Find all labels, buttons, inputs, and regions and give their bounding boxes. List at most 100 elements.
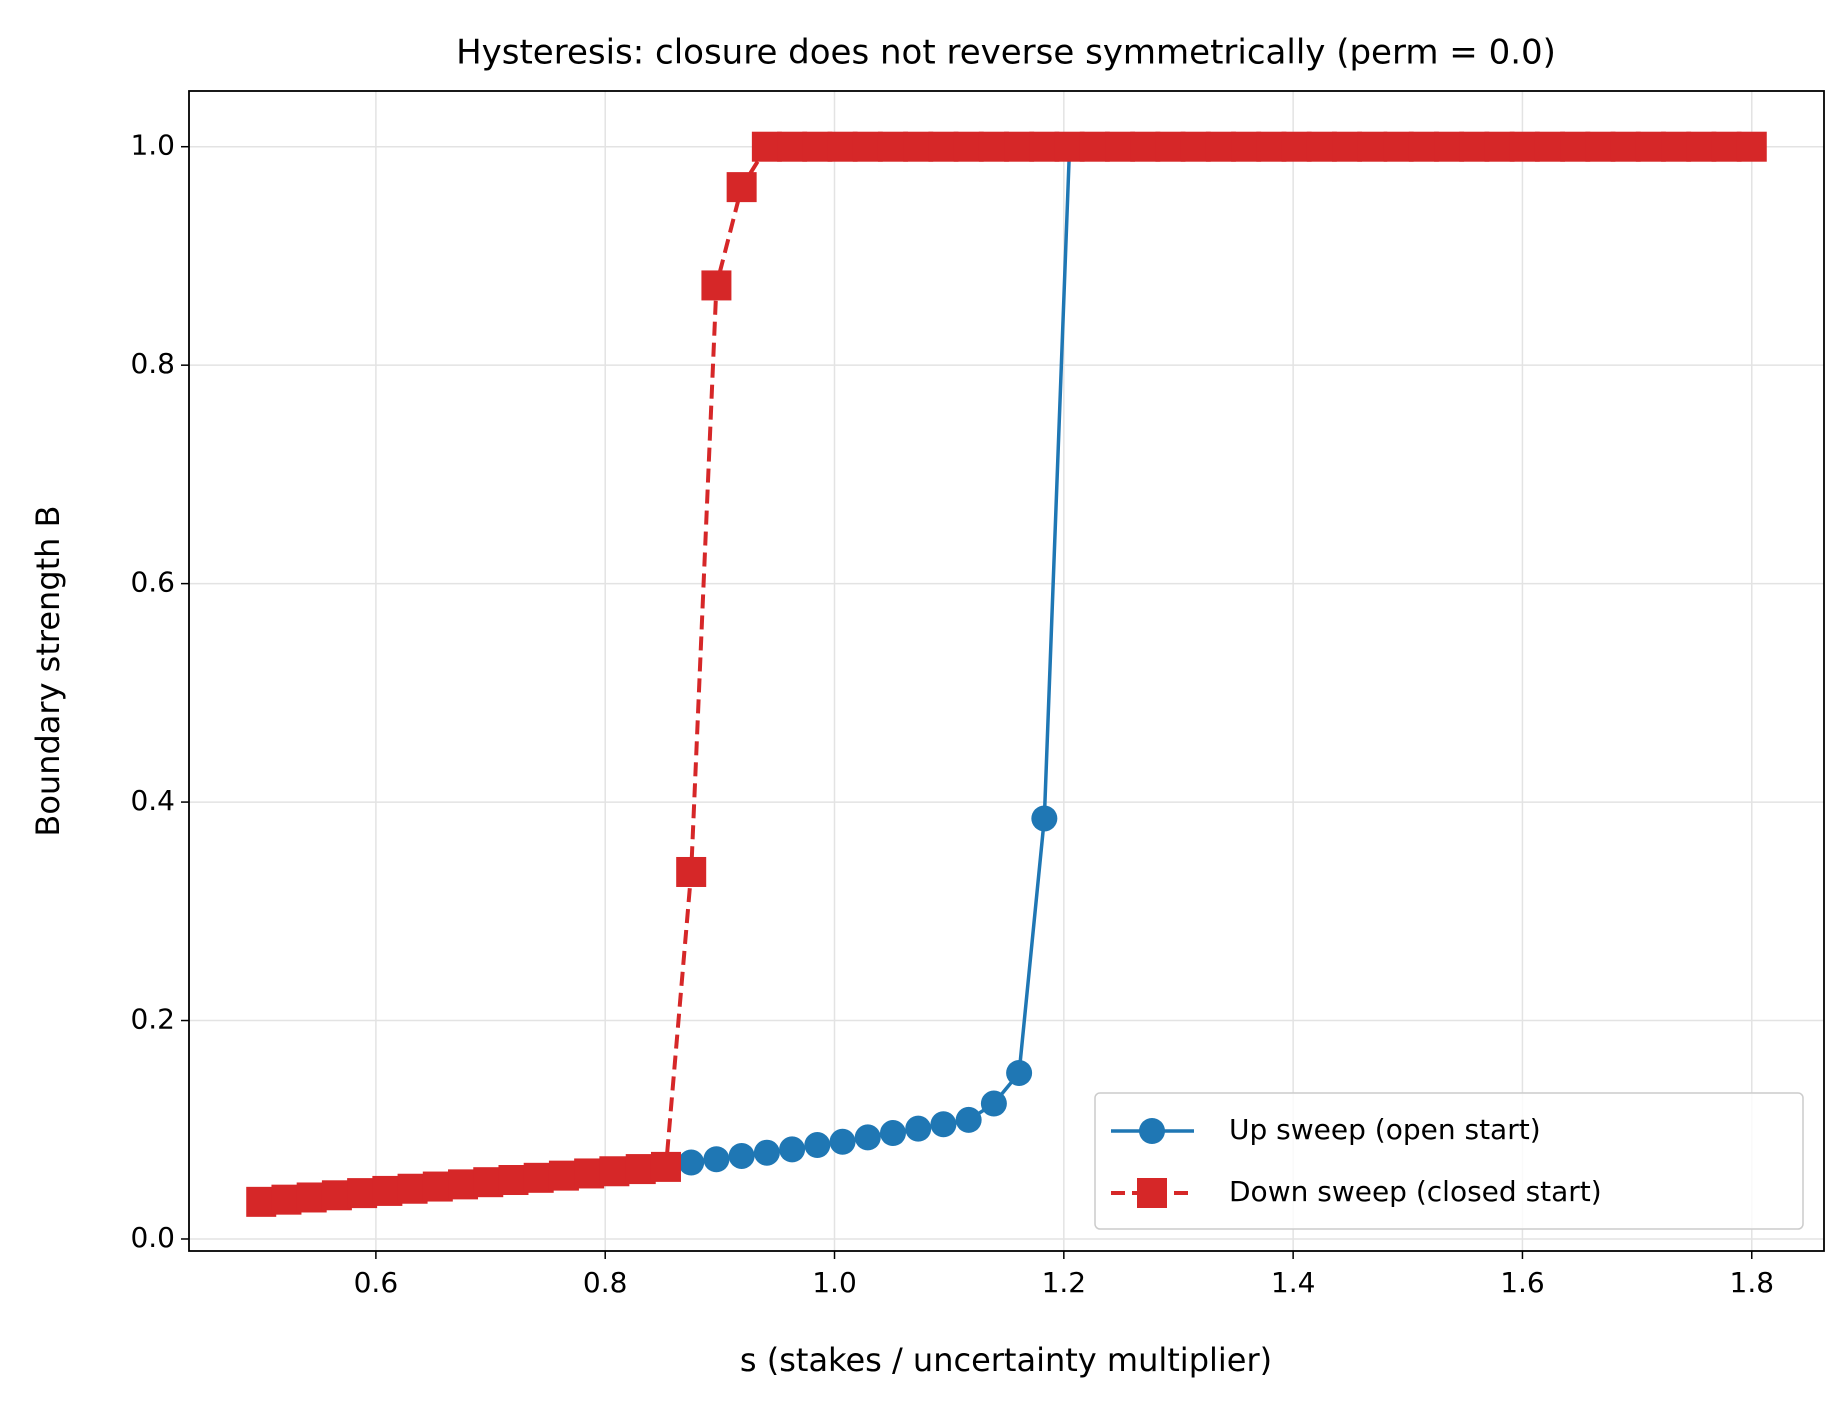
square-marker	[372, 1175, 403, 1206]
circle-marker	[678, 1149, 705, 1176]
square-marker	[1408, 131, 1439, 162]
square-marker	[676, 856, 707, 887]
circle-marker	[879, 1120, 906, 1147]
legend-label: Up sweep (open start)	[1229, 1113, 1541, 1146]
circle-marker	[829, 1128, 856, 1155]
square-marker	[1610, 131, 1641, 162]
y-tick-label: 0.2	[130, 1003, 175, 1036]
square-marker	[1383, 131, 1414, 162]
square-marker	[473, 1167, 504, 1198]
square-marker	[751, 131, 782, 162]
legend-box	[1094, 1092, 1804, 1230]
x-tick-label: 1.8	[1730, 1266, 1775, 1299]
x-tick-label: 1.2	[1042, 1266, 1087, 1299]
x-tick-label: 1.0	[812, 1266, 857, 1299]
circle-marker	[905, 1115, 932, 1142]
square-marker	[625, 1154, 656, 1185]
circle-marker	[728, 1142, 755, 1169]
circle-marker	[854, 1124, 881, 1151]
square-marker	[1004, 131, 1035, 162]
square-marker	[1231, 131, 1262, 162]
square-marker	[1434, 131, 1465, 162]
series-line	[261, 144, 1752, 1204]
plot-area	[246, 131, 1767, 1217]
square-marker	[1155, 131, 1186, 162]
square-marker	[802, 131, 833, 162]
square-marker	[1635, 131, 1666, 162]
square-marker	[271, 1184, 302, 1215]
square-marker	[523, 1162, 554, 1193]
circle-marker	[980, 1090, 1007, 1117]
square-marker	[726, 172, 757, 203]
square-marker	[1130, 131, 1161, 162]
square-marker	[1509, 131, 1540, 162]
axes-frame	[188, 90, 1825, 1252]
square-marker	[1105, 131, 1136, 162]
square-marker	[498, 1165, 529, 1196]
square-marker	[777, 131, 808, 162]
square-marker	[1357, 131, 1388, 162]
square-marker	[296, 1182, 327, 1213]
x-tick-label: 0.6	[354, 1266, 399, 1299]
square-marker	[321, 1180, 352, 1211]
square-marker	[903, 131, 934, 162]
square-marker	[1534, 131, 1565, 162]
square-marker	[1560, 131, 1591, 162]
square-marker	[1281, 131, 1312, 162]
square-marker	[1180, 131, 1211, 162]
square-marker	[397, 1173, 428, 1204]
circle-marker	[1031, 805, 1058, 832]
square-marker	[978, 131, 1009, 162]
x-axis-label: s (stakes / uncertainty multiplier)	[740, 1341, 1272, 1379]
square-marker	[1661, 131, 1692, 162]
circle-marker	[703, 1146, 730, 1173]
square-marker	[1459, 131, 1490, 162]
square-marker	[1736, 131, 1767, 162]
square-marker	[246, 1186, 277, 1217]
legend-marker	[1139, 1118, 1165, 1144]
square-marker	[928, 131, 959, 162]
legend-label: Down sweep (closed start)	[1229, 1175, 1602, 1208]
square-marker	[448, 1169, 479, 1200]
square-marker	[1686, 131, 1717, 162]
square-marker	[1205, 131, 1236, 162]
circle-marker	[779, 1136, 806, 1163]
circle-marker	[753, 1139, 780, 1166]
square-marker	[1711, 131, 1742, 162]
square-marker	[650, 1151, 681, 1182]
y-tick-label: 0.0	[130, 1221, 175, 1254]
circle-marker	[955, 1106, 982, 1133]
square-marker	[877, 131, 908, 162]
x-tick-label: 1.6	[1500, 1266, 1545, 1299]
square-marker	[953, 131, 984, 162]
x-tick-label: 0.8	[583, 1266, 628, 1299]
circle-marker	[1006, 1059, 1033, 1086]
y-tick-label: 1.0	[130, 129, 175, 162]
square-marker	[1306, 131, 1337, 162]
square-marker	[1256, 131, 1287, 162]
y-axis-label: Boundary strength B	[29, 505, 67, 836]
circle-marker	[804, 1132, 831, 1159]
series-line	[261, 144, 1752, 1204]
square-marker	[422, 1171, 453, 1202]
square-marker	[1029, 131, 1060, 162]
square-marker	[574, 1158, 605, 1189]
square-marker	[548, 1160, 579, 1191]
square-marker	[347, 1178, 378, 1209]
y-tick-label: 0.6	[130, 566, 175, 599]
square-marker	[1484, 131, 1515, 162]
legend-marker	[1137, 1178, 1167, 1208]
square-marker	[701, 270, 732, 301]
square-marker	[599, 1156, 630, 1187]
square-marker	[852, 131, 883, 162]
y-tick-label: 0.4	[130, 784, 175, 817]
square-marker	[1585, 131, 1616, 162]
square-marker	[827, 131, 858, 162]
square-marker	[1079, 131, 1110, 162]
x-tick-label: 1.4	[1271, 1266, 1316, 1299]
square-marker	[1332, 131, 1363, 162]
circle-marker	[930, 1111, 957, 1138]
y-tick-label: 0.8	[130, 347, 175, 380]
square-marker	[1054, 131, 1085, 162]
